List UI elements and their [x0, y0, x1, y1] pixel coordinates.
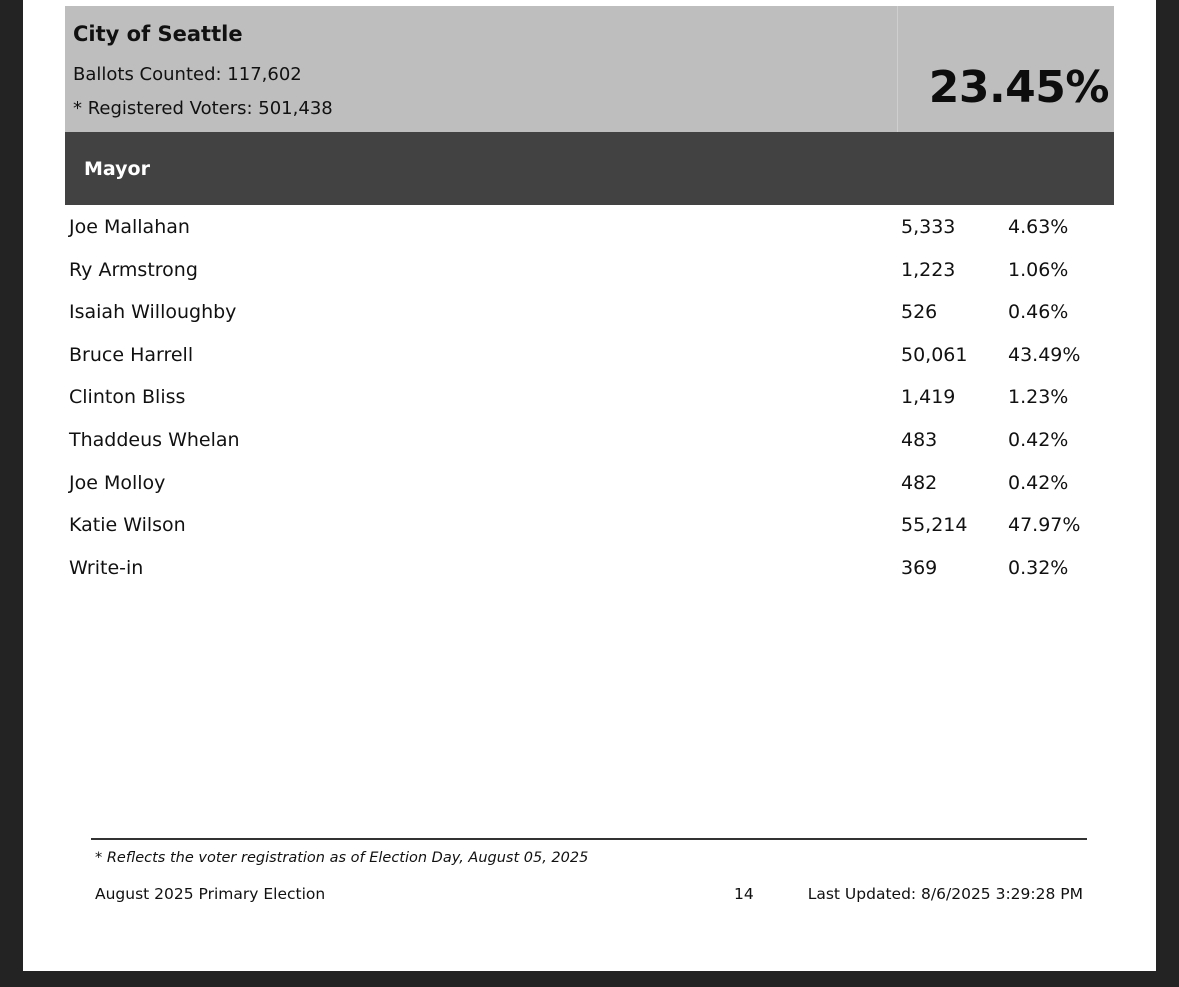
candidate-percent: 0.32%: [1008, 556, 1069, 579]
candidate-percent: 0.42%: [1008, 471, 1069, 494]
candidate-name: Isaiah Willoughby: [69, 301, 237, 324]
result-row: Thaddeus Whelan 483 0.42%: [65, 419, 1114, 462]
race-title: Mayor: [84, 158, 150, 180]
page-number: 14: [734, 885, 754, 903]
candidate-votes: 5,333: [901, 216, 956, 238]
result-row: Clinton Bliss 1,419 1.23%: [65, 376, 1114, 419]
document-page: City of Seattle Ballots Counted: 117,602…: [23, 0, 1156, 971]
candidate-percent: 0.46%: [1008, 301, 1069, 324]
candidate-votes: 1,223: [901, 258, 956, 281]
candidate-votes: 50,061: [901, 343, 968, 366]
election-name: August 2025 Primary Election: [95, 885, 326, 903]
candidate-name: Bruce Harrell: [69, 343, 194, 366]
footer-divider: [91, 838, 1087, 840]
candidate-name: Write-in: [69, 556, 144, 579]
registration-footnote: * Reflects the voter registration as of …: [95, 850, 589, 866]
candidate-percent: 4.63%: [1008, 216, 1069, 238]
candidate-percent: 1.23%: [1008, 386, 1069, 409]
result-row: Katie Wilson 55,214 47.97%: [65, 504, 1114, 547]
candidate-name: Joe Mallahan: [69, 216, 190, 238]
candidate-votes: 55,214: [901, 514, 968, 537]
candidate-name: Ry Armstrong: [69, 258, 198, 281]
candidate-percent: 43.49%: [1008, 343, 1081, 366]
candidate-name: Thaddeus Whelan: [69, 428, 240, 451]
result-row: Bruce Harrell 50,061 43.49%: [65, 334, 1114, 377]
candidate-votes: 483: [901, 428, 938, 451]
candidate-votes: 526: [901, 301, 938, 324]
last-updated: Last Updated: 8/6/2025 3:29:28 PM: [807, 885, 1083, 903]
results-table: Joe Mallahan 5,333 4.63% Ry Armstrong 1,…: [65, 206, 1114, 589]
candidate-votes: 1,419: [901, 386, 956, 409]
candidate-votes: 482: [901, 471, 938, 494]
result-row: Joe Molloy 482 0.42%: [65, 462, 1114, 505]
candidate-percent: 1.06%: [1008, 258, 1069, 281]
candidate-name: Clinton Bliss: [69, 386, 186, 409]
candidate-name: Katie Wilson: [69, 514, 186, 537]
jurisdiction-summary: City of Seattle Ballots Counted: 117,602…: [65, 6, 1114, 132]
turnout-percentage: 23.45%: [928, 62, 1110, 113]
race-header: Mayor: [65, 132, 1114, 205]
candidate-name: Joe Molloy: [69, 471, 166, 494]
candidate-percent: 0.42%: [1008, 428, 1069, 451]
result-row: Joe Mallahan 5,333 4.63%: [65, 206, 1114, 249]
candidate-percent: 47.97%: [1008, 514, 1081, 537]
result-row: Isaiah Willoughby 526 0.46%: [65, 291, 1114, 334]
ballots-counted: Ballots Counted: 117,602: [73, 64, 302, 85]
summary-details: City of Seattle Ballots Counted: 117,602…: [65, 6, 897, 132]
result-row: Ry Armstrong 1,223 1.06%: [65, 249, 1114, 292]
summary-divider: [897, 6, 898, 132]
jurisdiction-title: City of Seattle: [73, 22, 243, 46]
registered-voters: * Registered Voters: 501,438: [73, 98, 333, 119]
candidate-votes: 369: [901, 556, 938, 579]
result-row: Write-in 369 0.32%: [65, 547, 1114, 590]
